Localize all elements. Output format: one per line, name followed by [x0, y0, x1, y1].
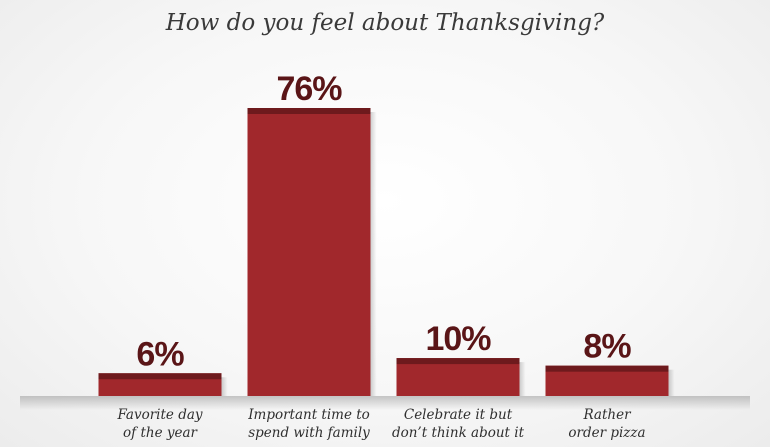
value-label: 6% [136, 335, 184, 373]
bar-top [545, 365, 669, 372]
category-label: Celebrate it but don’t think about it [392, 407, 525, 441]
category-label: Important time to spend with family [247, 407, 370, 441]
bar-group-0: 6% Favorite day of the year [98, 335, 228, 441]
bar [396, 358, 520, 396]
bar-shadow [668, 369, 675, 396]
bar-top [396, 358, 520, 365]
category-label: Favorite day of the year [116, 407, 202, 441]
bar-group-1: 76% Important time to spend with family [247, 70, 377, 441]
bar [247, 108, 371, 396]
value-label: 10% [425, 320, 491, 358]
bar-top [247, 108, 371, 114]
bar-shadow [221, 377, 228, 396]
value-label: 8% [583, 328, 631, 366]
baseline-shadow [20, 396, 750, 410]
chart-title: How do you feel about Thanksgiving? [165, 10, 605, 36]
bar-group-3: 8% Rather order pizza [545, 328, 675, 441]
bar-top [98, 373, 222, 380]
bar-group-2: 10% Celebrate it but don’t think about it [392, 320, 526, 441]
bar-shadow [370, 112, 377, 396]
category-label: Rather order pizza [568, 407, 645, 441]
bar-shadow [519, 362, 526, 396]
value-label: 76% [276, 70, 342, 108]
